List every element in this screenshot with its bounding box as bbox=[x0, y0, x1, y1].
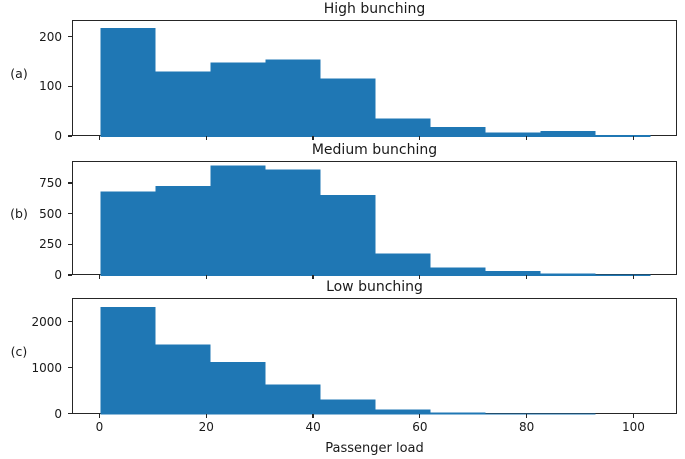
x-tick-label: 100 bbox=[622, 419, 645, 434]
x-tick-label: 80 bbox=[519, 419, 535, 434]
histogram-bar bbox=[540, 131, 596, 137]
histogram-bar bbox=[375, 118, 431, 137]
histogram-bar bbox=[320, 78, 376, 137]
y-tick-label: 500 bbox=[39, 206, 62, 221]
histogram-bar bbox=[210, 361, 266, 415]
x-tick-mark bbox=[98, 275, 101, 279]
y-tick-label: 0 bbox=[54, 268, 62, 282]
y-tick-label: 250 bbox=[39, 237, 62, 252]
x-tick-label: 40 bbox=[305, 419, 321, 434]
panel-label-c: (c) bbox=[10, 343, 28, 359]
histogram-bar bbox=[375, 409, 431, 415]
histogram-bar bbox=[540, 413, 596, 415]
y-tick-label: 2000 bbox=[31, 314, 62, 329]
histogram-bar bbox=[100, 27, 156, 137]
histogram-bar bbox=[100, 191, 156, 276]
histogram-bar bbox=[320, 195, 376, 276]
y-tick-label: 200 bbox=[39, 29, 62, 44]
histogram-bar bbox=[265, 59, 321, 137]
x-tick-mark bbox=[312, 136, 314, 140]
histogram-bar bbox=[540, 273, 596, 276]
x-tick-mark bbox=[632, 275, 635, 279]
x-tick-mark bbox=[526, 275, 528, 279]
histogram-bars bbox=[100, 306, 651, 415]
histogram-bar bbox=[430, 267, 486, 276]
y-tick-mark bbox=[68, 243, 72, 245]
histogram-bar bbox=[595, 274, 651, 276]
x-axis-label: Passenger load bbox=[325, 440, 424, 456]
y-tick-label: 0 bbox=[54, 406, 62, 421]
histogram-bar bbox=[210, 165, 266, 276]
y-tick-mark bbox=[68, 213, 72, 215]
histogram-bar bbox=[485, 132, 541, 137]
histogram-bar bbox=[210, 62, 266, 137]
plot-area-low-bunching bbox=[72, 298, 677, 415]
x-tick-mark bbox=[419, 413, 421, 418]
histogram-bars bbox=[100, 27, 651, 137]
y-tick-mark bbox=[68, 321, 72, 323]
subplot-title-low-bunching: Low bunching bbox=[326, 279, 423, 295]
y-tick-mark bbox=[68, 85, 72, 87]
x-tick-mark bbox=[205, 275, 207, 279]
histogram-bar bbox=[155, 185, 211, 276]
x-tick-label: 60 bbox=[412, 419, 428, 434]
y-tick-mark bbox=[68, 412, 72, 415]
y-tick-label: 100 bbox=[39, 79, 62, 94]
histogram-bar bbox=[485, 413, 541, 415]
histogram-bar bbox=[100, 306, 156, 415]
x-tick-mark bbox=[419, 275, 421, 279]
histogram-bar bbox=[265, 384, 321, 415]
y-tick-label: 750 bbox=[39, 176, 62, 191]
x-tick-mark bbox=[205, 413, 207, 418]
y-tick-mark bbox=[68, 135, 72, 137]
histogram-bar bbox=[155, 71, 211, 137]
histogram-bar bbox=[155, 344, 211, 415]
histogram-bar bbox=[485, 271, 541, 276]
y-tick-label: 1000 bbox=[31, 360, 62, 375]
y-tick-mark bbox=[68, 367, 72, 369]
histogram-bar bbox=[430, 412, 486, 415]
panel-label-a: (a) bbox=[10, 66, 28, 81]
plot-area-medium-bunching bbox=[72, 161, 677, 276]
x-tick-mark bbox=[98, 413, 101, 418]
x-tick-mark bbox=[312, 413, 314, 418]
x-tick-mark bbox=[526, 136, 528, 140]
x-tick-label: 20 bbox=[198, 419, 214, 434]
x-tick-label: 0 bbox=[95, 419, 104, 434]
y-tick-mark bbox=[68, 36, 72, 38]
histogram-bar bbox=[430, 127, 486, 137]
histogram-bar bbox=[375, 253, 431, 276]
histogram-bar bbox=[265, 169, 321, 276]
x-tick-mark bbox=[419, 136, 421, 140]
x-tick-mark bbox=[632, 413, 635, 418]
x-tick-mark bbox=[98, 136, 101, 140]
y-tick-mark bbox=[68, 182, 72, 184]
histogram-bar bbox=[595, 135, 651, 137]
x-tick-mark bbox=[632, 136, 635, 140]
subplot-title-medium-bunching: Medium bunching bbox=[311, 142, 438, 158]
plot-area-high-bunching bbox=[72, 20, 677, 137]
panel-label-b: (b) bbox=[10, 206, 28, 221]
histogram-bars bbox=[100, 165, 651, 276]
x-tick-mark bbox=[526, 413, 528, 418]
y-tick-mark bbox=[68, 274, 72, 276]
subplot-title-high-bunching: High bunching bbox=[323, 1, 426, 17]
x-tick-mark bbox=[312, 275, 314, 279]
x-tick-mark bbox=[205, 136, 207, 140]
y-tick-label: 0 bbox=[54, 129, 62, 143]
histogram-bar bbox=[320, 399, 376, 415]
